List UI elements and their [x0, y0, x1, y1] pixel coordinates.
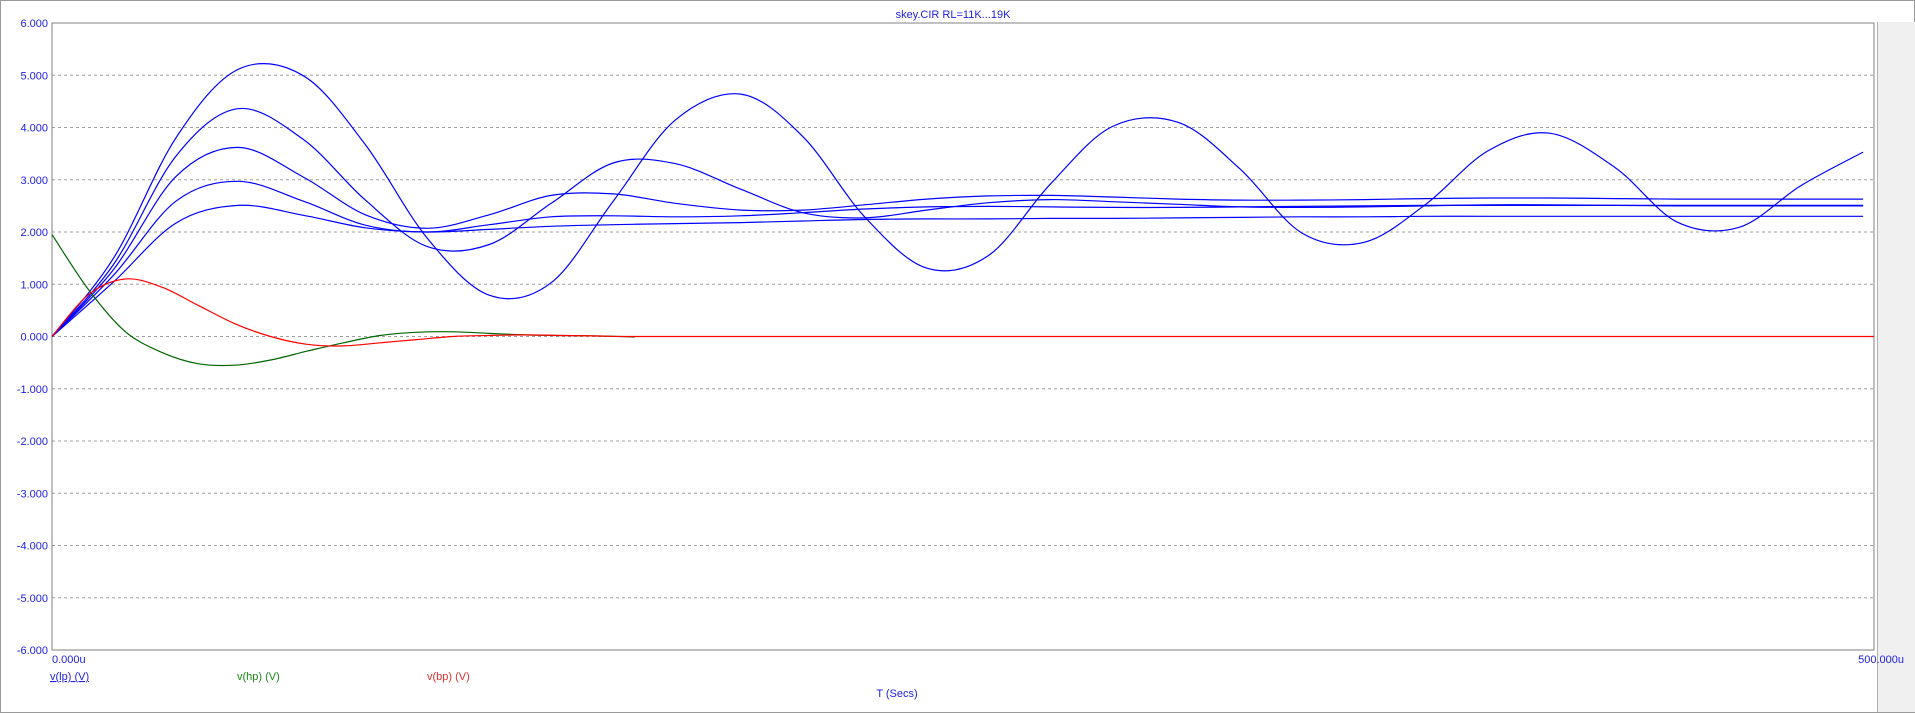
x-axis-label: T (Secs): [876, 688, 917, 700]
legend-item-bp[interactable]: v(bp) (V): [427, 671, 470, 683]
y-tick-label: 4.000: [20, 123, 48, 135]
series-line-lp-3: [51, 180, 1864, 337]
x-tick-label-start: 0.000u: [52, 654, 86, 666]
y-tick-label: 6.000: [20, 18, 48, 30]
series-line-lp-2: [51, 146, 1864, 337]
series-line-lp-4: [51, 204, 1864, 337]
legend-item-hp[interactable]: v(hp) (V): [237, 671, 280, 683]
window-right-edge: [1877, 22, 1915, 712]
y-tick-label: -2.000: [17, 436, 48, 448]
y-tick-label: 0.000: [20, 332, 48, 344]
y-tick-label: 2.000: [20, 227, 48, 239]
x-tick-label-end: 500.000u: [1858, 654, 1904, 666]
chart-title: skey.CIR RL=11K...19K: [896, 9, 1012, 21]
y-tick-label: -6.000: [17, 645, 48, 657]
y-tick-label: -5.000: [17, 593, 48, 605]
series-lines: [51, 63, 1874, 367]
y-tick-label: 3.000: [20, 175, 48, 187]
legend-item-lp[interactable]: v(lp) (V): [50, 671, 89, 683]
y-tick-label: 1.000: [20, 279, 48, 291]
series-line-lp-1: [51, 107, 1864, 337]
series-line-bp-6: [51, 278, 1874, 347]
y-tick-label: -3.000: [17, 488, 48, 500]
y-tick-label: 5.000: [20, 70, 48, 82]
y-tick-label: -1.000: [17, 384, 48, 396]
y-tick-labels: 6.000 5.000 4.000 3.000 2.000 1.000 0.000 -1.00…: [17, 18, 48, 657]
y-tick-label: -4.000: [17, 541, 48, 553]
series-line-lp-0: [51, 63, 1864, 337]
